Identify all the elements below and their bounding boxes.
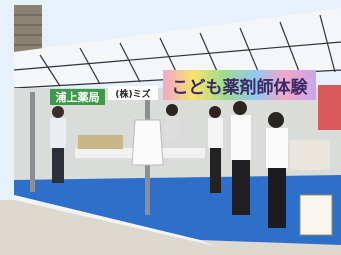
tent-pole bbox=[30, 92, 35, 192]
sign-left: 浦上薬局 bbox=[50, 89, 105, 105]
shelf bbox=[290, 140, 330, 170]
standing-sign bbox=[300, 195, 332, 235]
photo: こども薬剤師体験 浦上薬局 (株)ミズ bbox=[0, 0, 341, 255]
scene bbox=[0, 0, 341, 255]
poster bbox=[318, 85, 341, 130]
table-items bbox=[78, 135, 123, 149]
sign-center: (株)ミズ bbox=[108, 86, 158, 100]
banner: こども薬剤師体験 bbox=[163, 70, 316, 100]
